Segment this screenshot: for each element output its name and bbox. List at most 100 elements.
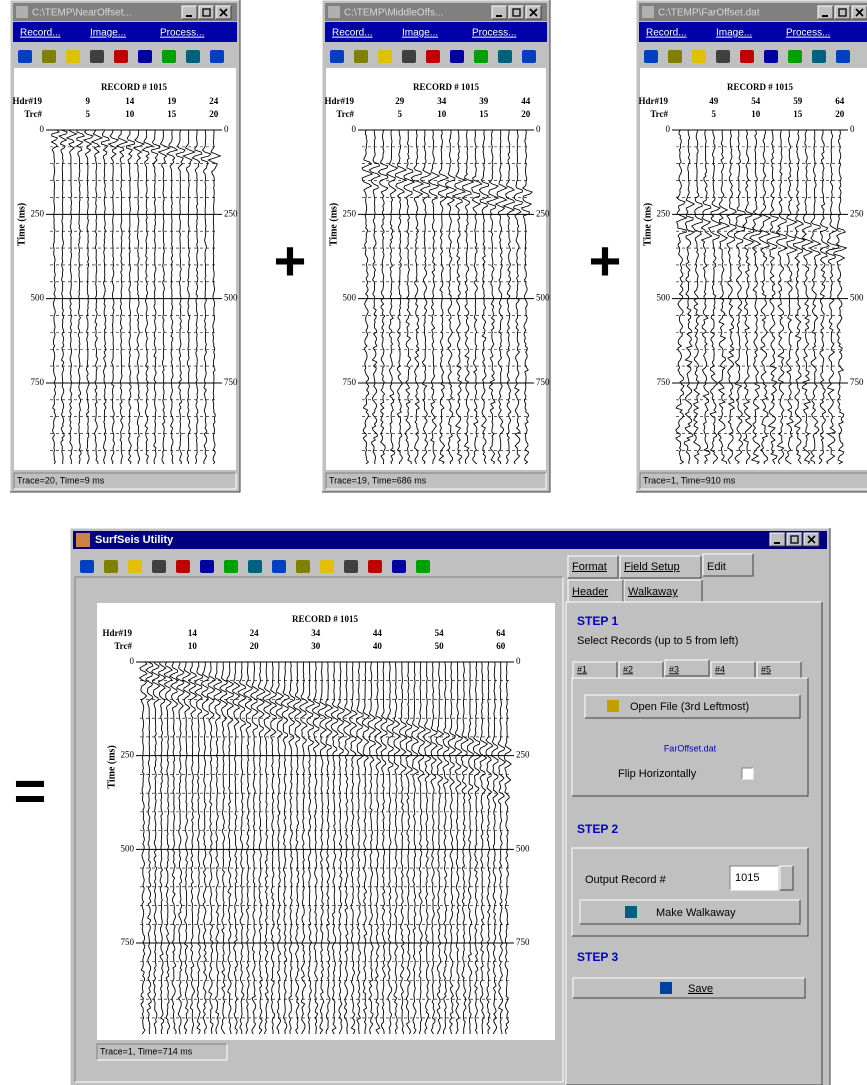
- toolbar-icon[interactable]: [176, 560, 190, 573]
- record-tab[interactable]: #1: [577, 664, 587, 674]
- time-tick-label: 750: [516, 937, 530, 947]
- toolbar-icon[interactable]: [162, 50, 176, 63]
- header-value: 54: [751, 96, 761, 106]
- record-tab[interactable]: #3: [669, 664, 679, 674]
- sub-tab[interactable]: Header: [572, 586, 608, 598]
- toolbar-icon[interactable]: [200, 560, 214, 573]
- toolbar-icon[interactable]: [138, 50, 152, 63]
- toolbar-icon[interactable]: [224, 560, 238, 573]
- y-axis-label: Time (ms): [642, 203, 653, 246]
- toolbar-icon[interactable]: [692, 50, 706, 63]
- toolbar-icon[interactable]: [128, 560, 142, 573]
- header-label: Hdr#19: [12, 96, 42, 106]
- trace-label: Trc#: [650, 109, 668, 119]
- toolbar-icon[interactable]: [426, 50, 440, 63]
- toolbar-icon[interactable]: [248, 560, 262, 573]
- toolbar-icon[interactable]: [788, 50, 802, 63]
- toolbar-icon[interactable]: [392, 560, 406, 573]
- trace-number: 15: [793, 109, 803, 119]
- menu-item[interactable]: Image...: [716, 28, 752, 39]
- header-value: 19: [167, 96, 177, 106]
- tab[interactable]: Format: [572, 561, 607, 573]
- sub-tab[interactable]: Walkaway: [628, 586, 678, 598]
- step-heading: STEP 1: [577, 614, 618, 628]
- time-tick-label: 750: [224, 377, 238, 387]
- operator: +: [589, 229, 622, 292]
- step-heading: STEP 3: [577, 950, 618, 964]
- menu-item[interactable]: Record...: [20, 28, 61, 39]
- toolbar-icon[interactable]: [330, 50, 344, 63]
- menu-item[interactable]: Record...: [646, 28, 687, 39]
- make-walkaway-button[interactable]: Make Walkaway: [656, 907, 736, 919]
- toolbar-icon[interactable]: [402, 50, 416, 63]
- step-heading: STEP 2: [577, 822, 618, 836]
- toolbar-icon[interactable]: [114, 50, 128, 63]
- toolbar-icon[interactable]: [210, 50, 224, 63]
- trace-number: 40: [373, 641, 383, 651]
- trace-number: 15: [479, 109, 489, 119]
- toolbar-icon[interactable]: [378, 50, 392, 63]
- toolbar-icon[interactable]: [812, 50, 826, 63]
- status-bar: Trace=1, Time=910 ms: [643, 475, 736, 485]
- toolbar-icon[interactable]: [764, 50, 778, 63]
- menu-item[interactable]: Image...: [90, 28, 126, 39]
- record-tab[interactable]: #4: [715, 664, 725, 674]
- toolbar-icon[interactable]: [152, 560, 166, 573]
- bevel-box: [182, 6, 197, 19]
- box-face: [199, 6, 214, 19]
- toolbar-icon[interactable]: [90, 50, 104, 63]
- toolbar-icon[interactable]: [344, 560, 358, 573]
- toolbar-icon[interactable]: [80, 560, 94, 573]
- time-tick-label: 750: [850, 377, 864, 387]
- flip-label: Flip Horizontally: [618, 768, 697, 780]
- toolbar-icon[interactable]: [416, 560, 430, 573]
- time-tick-label: 750: [536, 377, 550, 387]
- toolbar-icon[interactable]: [498, 50, 512, 63]
- toolbar-icon[interactable]: [474, 50, 488, 63]
- time-tick-label: 0: [850, 124, 855, 134]
- window-icon: [328, 6, 340, 18]
- toolbar-icon[interactable]: [320, 560, 334, 573]
- toolbar-icon[interactable]: [186, 50, 200, 63]
- toolbar-icon[interactable]: [522, 50, 536, 63]
- toolbar-icon[interactable]: [104, 560, 118, 573]
- toolbar-icon[interactable]: [836, 50, 850, 63]
- tab[interactable]: Field Setup: [624, 561, 680, 573]
- box-face: [770, 533, 785, 546]
- header-value: 24: [250, 628, 260, 638]
- record-tab[interactable]: #5: [761, 664, 771, 674]
- box-face: [780, 866, 793, 890]
- screenshot: C:\TEMP\NearOffset...Record...Image...Pr…: [0, 0, 867, 1085]
- menu-item[interactable]: Process...: [472, 28, 516, 39]
- window-title: C:\TEMP\MiddleOffs...: [344, 8, 443, 19]
- tab[interactable]: Edit: [707, 561, 726, 573]
- menu-item[interactable]: Record...: [332, 28, 373, 39]
- record-number: RECORD # 1015: [292, 614, 359, 624]
- header-value: 34: [437, 96, 447, 106]
- toolbar-icon[interactable]: [450, 50, 464, 63]
- toolbar-icon[interactable]: [368, 560, 382, 573]
- menu-item[interactable]: Image...: [402, 28, 438, 39]
- make-icon: [625, 906, 637, 918]
- toolbar-icon[interactable]: [18, 50, 32, 63]
- bevel-box: [835, 6, 850, 19]
- toolbar-icon[interactable]: [740, 50, 754, 63]
- header-value: 44: [521, 96, 531, 106]
- toolbar-icon[interactable]: [644, 50, 658, 63]
- toolbar-icon[interactable]: [272, 560, 286, 573]
- toolbar-icon[interactable]: [66, 50, 80, 63]
- toolbar-icon[interactable]: [668, 50, 682, 63]
- menu-item[interactable]: Process...: [786, 28, 830, 39]
- save-button[interactable]: Save: [688, 983, 713, 995]
- toolbar-icon[interactable]: [716, 50, 730, 63]
- toolbar-icon[interactable]: [42, 50, 56, 63]
- record-tab[interactable]: #2: [623, 664, 633, 674]
- flip-checkbox[interactable]: [742, 768, 753, 779]
- toolbar-icon[interactable]: [354, 50, 368, 63]
- output-record-input[interactable]: 1015: [735, 872, 759, 884]
- header-value: 44: [373, 628, 383, 638]
- menu-item[interactable]: Process...: [160, 28, 204, 39]
- open-file-button[interactable]: Open File (3rd Leftmost): [630, 701, 749, 713]
- toolbar-icon[interactable]: [296, 560, 310, 573]
- time-tick-label: 250: [657, 208, 671, 218]
